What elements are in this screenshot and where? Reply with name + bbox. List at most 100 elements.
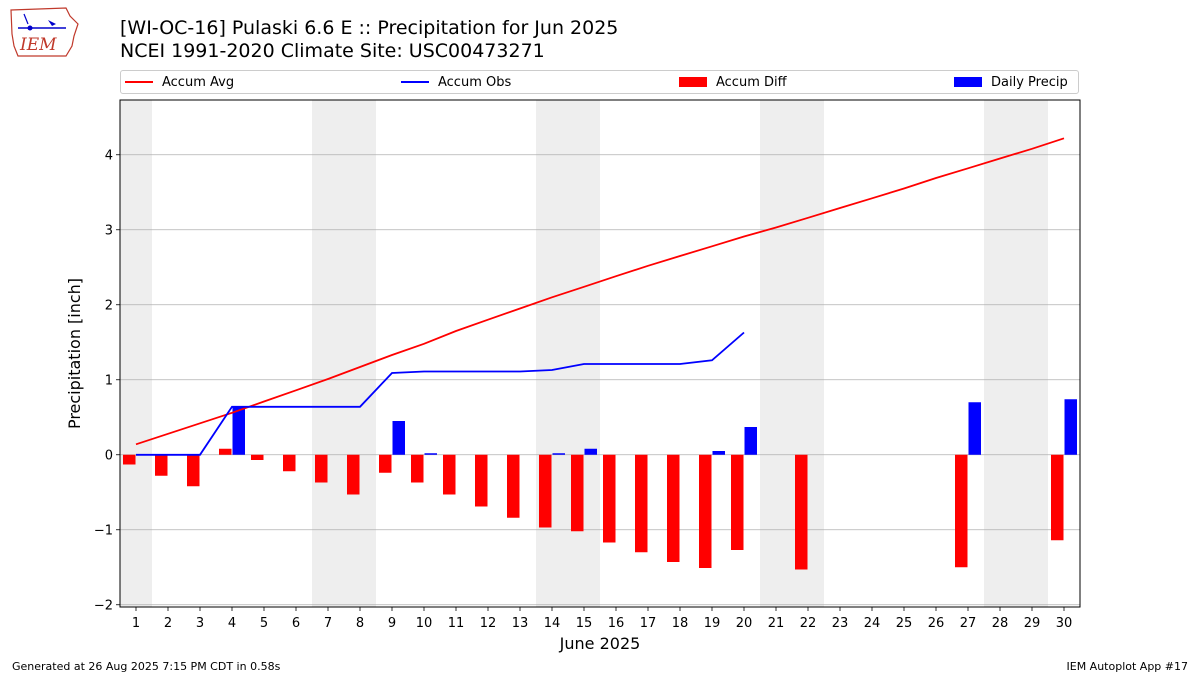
chart-subtitle: NCEI 1991-2020 Climate Site: USC00473271 [120, 40, 545, 62]
accum-diff-bar [187, 454, 200, 487]
daily-precip-bar [712, 451, 725, 455]
legend-swatch-accum-avg [125, 81, 153, 83]
y-tick-label: −2 [94, 598, 113, 613]
weekend-shade [760, 100, 824, 607]
accum-diff-bar [411, 454, 424, 483]
y-axis-label: Precipitation [inch] [65, 278, 84, 429]
accum-diff-bar [635, 454, 648, 553]
legend: Accum Avg Accum Obs Accum Diff Daily Pre… [120, 70, 1079, 94]
x-tick-label: 16 [608, 616, 625, 631]
accum-diff-bar [475, 454, 488, 507]
accum-diff-bar [603, 454, 616, 543]
x-tick-label: 27 [960, 616, 977, 631]
legend-label-accum-obs: Accum Obs [438, 74, 512, 90]
legend-swatch-accum-obs [401, 81, 429, 83]
legend-label-accum-diff: Accum Diff [716, 74, 787, 90]
x-tick-label: 6 [292, 616, 300, 631]
y-tick-label: 4 [105, 148, 113, 163]
x-axis-label: June 2025 [559, 634, 641, 653]
accum-diff-bar [1051, 454, 1064, 541]
weekend-shade [536, 100, 600, 607]
x-tick-label: 30 [1056, 616, 1073, 631]
accum-diff-bar [667, 454, 680, 562]
x-tick-label: 21 [768, 616, 785, 631]
daily-precip-bar [584, 448, 597, 455]
legend-item-accum-obs: Accum Obs [401, 71, 511, 93]
x-tick-label: 13 [512, 616, 529, 631]
accum-diff-bar [315, 454, 328, 483]
daily-precip-bar [424, 453, 437, 455]
x-tick-label: 12 [480, 616, 497, 631]
accum-diff-bar [251, 454, 264, 460]
x-tick-label: 15 [576, 616, 593, 631]
y-tick-label: 1 [105, 373, 113, 388]
legend-swatch-daily-precip [954, 77, 982, 87]
x-tick-label: 23 [832, 616, 849, 631]
daily-precip-bar [552, 453, 565, 455]
daily-precip-bar [1064, 399, 1077, 455]
x-tick-label: 3 [196, 616, 204, 631]
x-tick-label: 29 [1024, 616, 1041, 631]
accum-diff-bar [123, 454, 136, 465]
legend-item-accum-diff: Accum Diff [679, 71, 787, 93]
weekend-shade [312, 100, 376, 607]
x-tick-label: 9 [388, 616, 396, 631]
x-tick-label: 17 [640, 616, 657, 631]
chart-title: [WI-OC-16] Pulaski 6.6 E :: Precipitatio… [120, 17, 619, 39]
accum-diff-bar [347, 454, 360, 495]
iowa-outline-icon [10, 7, 79, 57]
accum-diff-bar [283, 454, 296, 472]
weekend-shade [984, 100, 1048, 607]
weekend-shade [120, 100, 152, 607]
x-tick-label: 18 [672, 616, 689, 631]
y-tick-label: −1 [94, 523, 113, 538]
x-tick-label: 4 [228, 616, 236, 631]
footer-app-text: IEM Autoplot App #17 [1066, 660, 1189, 673]
logo-text: IEM [19, 35, 57, 55]
x-tick-label: 11 [448, 616, 465, 631]
x-tick-label: 1 [132, 616, 140, 631]
x-tick-label: 22 [800, 616, 817, 631]
accum-diff-bar [699, 454, 712, 568]
plot-frame [119, 99, 1081, 608]
y-tick-label: 2 [105, 298, 113, 313]
y-tick-label: 3 [105, 223, 113, 238]
accum-diff-bar [795, 454, 808, 570]
x-tick-label: 7 [324, 616, 332, 631]
y-tick-label: 0 [105, 448, 113, 463]
x-tick-label: 24 [864, 616, 881, 631]
accum-diff-bar [155, 454, 168, 476]
accum-diff-bar [443, 454, 456, 495]
daily-precip-bar [232, 406, 245, 455]
x-tick-label: 10 [416, 616, 433, 631]
legend-item-daily-precip: Daily Precip [954, 71, 1068, 93]
accum-diff-bar [507, 454, 520, 518]
legend-swatch-accum-diff [679, 77, 707, 87]
accum-obs-line [136, 331, 745, 456]
legend-label-accum-avg: Accum Avg [162, 74, 235, 90]
daily-precip-bar [968, 402, 981, 455]
daily-precip-bar [744, 427, 757, 455]
footer-generated-text: Generated at 26 Aug 2025 7:15 PM CDT in … [12, 660, 281, 673]
legend-label-daily-precip: Daily Precip [991, 74, 1068, 90]
x-tick-label: 5 [260, 616, 268, 631]
accum-diff-bar [731, 454, 744, 550]
x-tick-label: 28 [992, 616, 1009, 631]
x-tick-label: 26 [928, 616, 945, 631]
accum-diff-bar [571, 454, 584, 532]
x-tick-label: 19 [704, 616, 721, 631]
accum-diff-bar [955, 454, 968, 568]
daily-precip-bar [392, 421, 405, 455]
x-tick-label: 8 [356, 616, 364, 631]
x-tick-label: 14 [544, 616, 561, 631]
legend-item-accum-avg: Accum Avg [125, 71, 234, 93]
iem-logo: IEM [8, 6, 80, 58]
x-tick-label: 20 [736, 616, 753, 631]
x-tick-label: 2 [164, 616, 172, 631]
x-tick-label: 25 [896, 616, 913, 631]
accum-diff-bar [219, 448, 232, 455]
accum-avg-line [135, 137, 1065, 446]
accum-diff-bar [539, 454, 552, 528]
accum-diff-bar [379, 454, 392, 473]
